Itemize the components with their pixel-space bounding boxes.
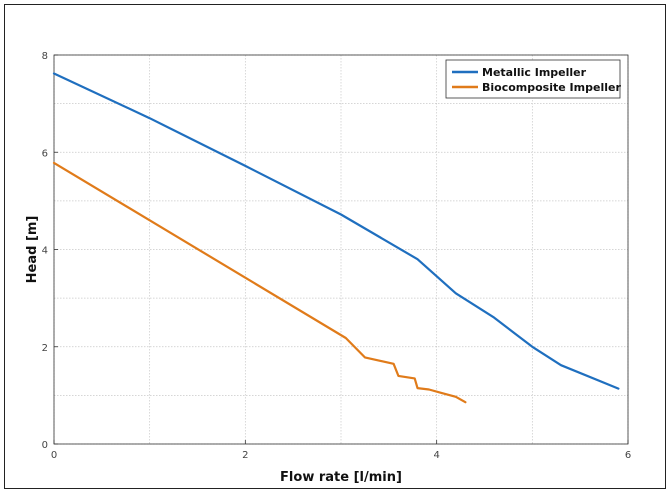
legend-box <box>445 59 621 99</box>
y-tick-label: 6 <box>42 148 48 159</box>
x-tick-label: 6 <box>625 450 631 461</box>
x-tick-label: 4 <box>433 450 439 461</box>
series-lines <box>52 72 620 404</box>
axis-ticks: 0 2 4 6 0 2 4 6 8 <box>42 51 632 461</box>
series-line-metallic-impeller <box>52 72 620 390</box>
y-axis-label: Head [m] <box>25 216 40 284</box>
legend: Metallic Impeller Biocomposite Impeller <box>445 59 621 99</box>
y-tick-label: 2 <box>42 343 48 354</box>
series-line-biocomposite-impeller <box>52 161 467 404</box>
y-tick-label: 4 <box>42 246 48 257</box>
legend-label: Biocomposite Impeller <box>482 81 621 94</box>
y-tick-label: 8 <box>42 51 48 62</box>
legend-label: Metallic Impeller <box>482 66 587 79</box>
y-tick-label: 0 <box>42 440 48 451</box>
x-axis-label: Flow rate [l/min] <box>280 470 402 485</box>
x-tick-label: 0 <box>51 450 57 461</box>
x-tick-label: 2 <box>242 450 248 461</box>
